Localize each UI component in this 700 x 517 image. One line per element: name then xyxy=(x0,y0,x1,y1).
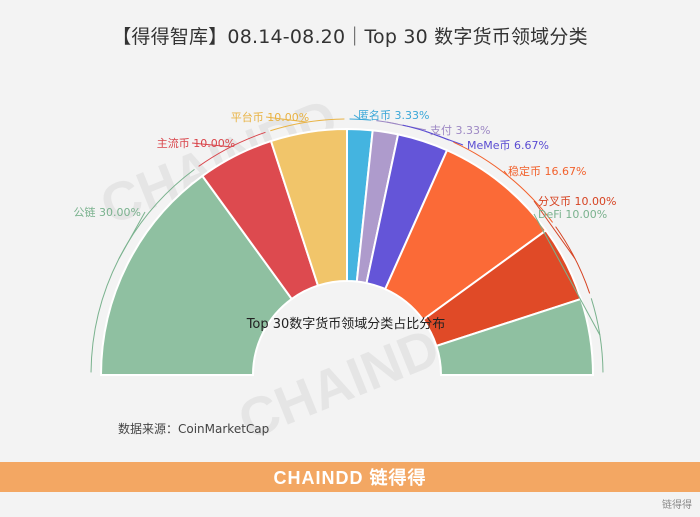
footer-brand: CHAINDD 链得得 xyxy=(273,468,427,488)
slice-label-分叉币: 分叉币 10.00% xyxy=(538,195,616,208)
chart-center-title: Top 30数字货币领域分类占比分布 xyxy=(246,316,446,332)
slice-label-平台币: 平台币 10.00% xyxy=(231,110,309,124)
slice-label-MeMe币: MeMe币 6.67% xyxy=(467,139,549,152)
slice-label-公链: 公链 30.00% xyxy=(74,205,141,219)
slice-label-支付: 支付 3.33% xyxy=(430,124,490,137)
leader-line-平台币 xyxy=(265,116,308,123)
leader-公链 xyxy=(90,169,195,373)
leader-line-稳定币 xyxy=(503,170,509,177)
leader-line-匿名币 xyxy=(353,114,361,120)
page-title: 【得得智库】08.14-08.20｜Top 30 数字货币领域分类 xyxy=(112,26,588,48)
leader-line-MeMe币 xyxy=(425,131,464,146)
slice-label-稳定币: 稳定币 16.67% xyxy=(508,164,586,178)
slice-label-DeFi: DeFi 10.00% xyxy=(538,208,607,221)
leader-分叉币 xyxy=(555,226,591,294)
slice-DeFi xyxy=(435,297,595,376)
slice-label-匿名币: 匿名币 3.33% xyxy=(358,108,429,122)
footer-bar: CHAINDD 链得得 xyxy=(0,462,700,492)
source-note: 数据来源：CoinMarketCap xyxy=(118,422,270,436)
leader-主流币 xyxy=(198,131,266,167)
leader-line-主流币 xyxy=(191,142,231,148)
leader-line-公链 xyxy=(118,211,146,260)
slice-公链 xyxy=(99,174,294,376)
corner-logo: 链得得 xyxy=(662,500,692,511)
leader-line-分叉币 xyxy=(533,200,576,260)
leader-line-DeFi xyxy=(533,213,601,336)
slice-label-主流币: 主流币 10.00% xyxy=(157,136,235,150)
